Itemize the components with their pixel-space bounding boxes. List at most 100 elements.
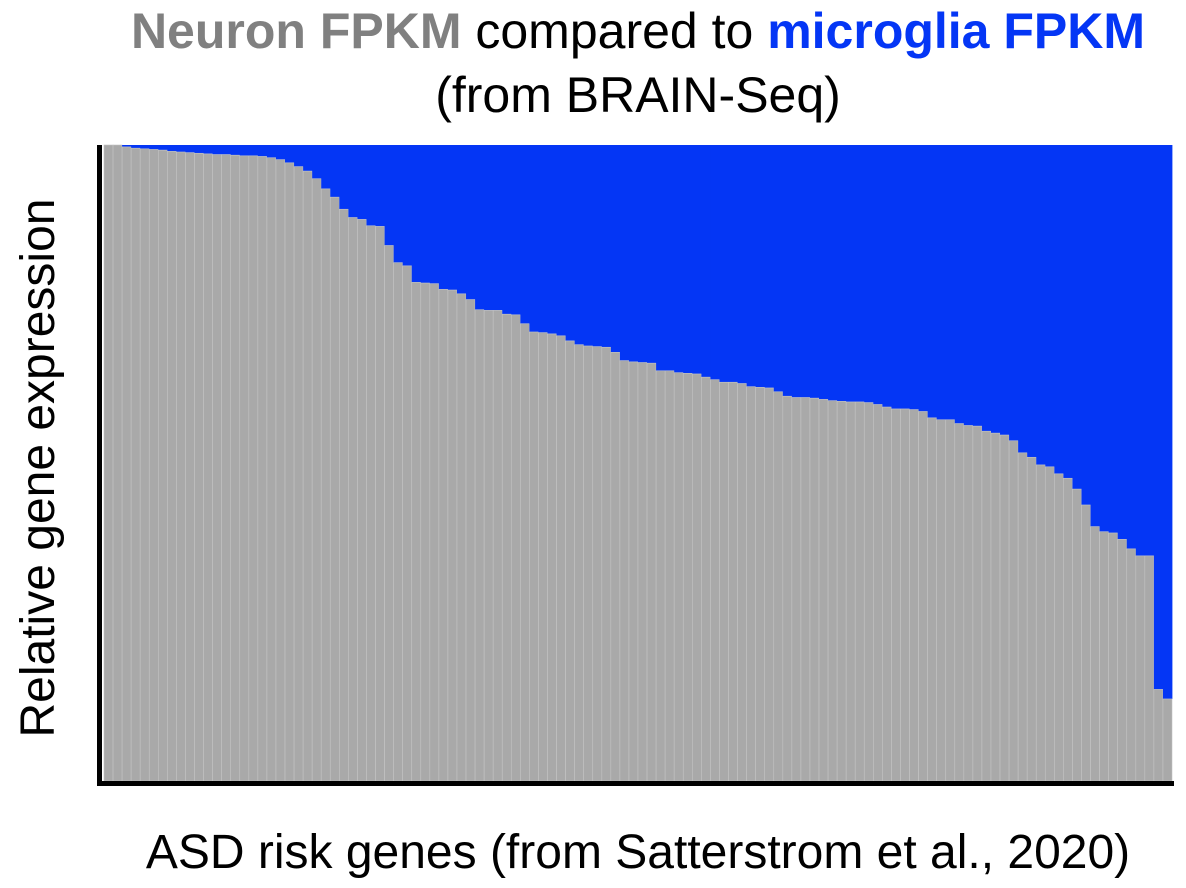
bar-microglia-35 <box>420 145 431 284</box>
bar-neuron-52 <box>574 344 584 782</box>
bar-microglia-46 <box>520 145 530 324</box>
bar-microglia-20 <box>285 145 295 163</box>
bar-microglia-71 <box>746 145 757 387</box>
bar-microglia-102 <box>1027 145 1037 458</box>
bar-microglia-14 <box>230 145 241 156</box>
bar-microglia-110 <box>1099 145 1110 532</box>
bar-microglia-84 <box>864 145 874 403</box>
bar-neuron-42 <box>483 310 494 782</box>
bar-neuron-17 <box>257 156 268 782</box>
bar-neuron-60 <box>646 362 657 782</box>
bar-neuron-107 <box>1072 488 1082 782</box>
bar-microglia-112 <box>1117 145 1128 540</box>
bar-neuron-105 <box>1054 473 1064 782</box>
bar-microglia-66 <box>701 145 711 378</box>
bar-microglia-83 <box>855 145 865 402</box>
bar-neuron-35 <box>420 282 431 782</box>
bar-microglia-17 <box>257 145 268 157</box>
bar-neuron-32 <box>393 262 403 782</box>
bar-microglia-28 <box>357 145 367 220</box>
bar-neuron-13 <box>221 154 232 782</box>
bar-microglia-23 <box>312 145 322 179</box>
bar-neuron-86 <box>882 406 892 782</box>
bar-neuron-44 <box>501 313 512 782</box>
bar-microglia-42 <box>484 145 494 311</box>
bar-neuron-59 <box>637 362 648 782</box>
bar-neuron-104 <box>1044 466 1055 782</box>
bar-microglia-81 <box>837 145 847 402</box>
bar-neuron-19 <box>275 159 286 782</box>
bar-microglia-53 <box>583 145 594 346</box>
bar-neuron-76 <box>791 397 802 782</box>
bar-neuron-2 <box>121 146 132 782</box>
bar-neuron-67 <box>710 379 720 782</box>
bar-microglia-38 <box>447 145 458 291</box>
bar-neuron-70 <box>737 383 747 782</box>
bar-microglia-100 <box>1009 145 1019 441</box>
bar-microglia-12 <box>212 145 223 155</box>
bar-microglia-50 <box>556 145 566 336</box>
bar-neuron-91 <box>927 417 937 782</box>
bar-neuron-24 <box>320 188 331 782</box>
bar-microglia-55 <box>601 145 612 348</box>
bar-microglia-51 <box>565 145 576 341</box>
bar-neuron-22 <box>302 170 313 782</box>
bar-microglia-32 <box>393 145 404 263</box>
bar-microglia-15 <box>239 145 250 156</box>
bar-neuron-27 <box>348 217 358 782</box>
bar-neuron-50 <box>556 335 566 782</box>
bar-microglia-64 <box>683 145 693 374</box>
bar-neuron-97 <box>981 430 992 782</box>
bar-microglia-92 <box>936 145 947 420</box>
bar-microglia-16 <box>248 145 259 156</box>
y-axis-label: Relative gene expression <box>12 199 65 738</box>
bar-microglia-95 <box>963 145 974 426</box>
bar-neuron-56 <box>610 352 621 782</box>
bar-microglia-91 <box>927 145 938 418</box>
bar-microglia-3 <box>131 145 141 149</box>
bar-microglia-93 <box>945 145 956 420</box>
bar-neuron-45 <box>510 314 521 782</box>
bar-microglia-47 <box>529 145 539 332</box>
bar-neuron-5 <box>148 149 159 782</box>
bar-microglia-98 <box>990 145 1001 434</box>
bar-microglia-76 <box>791 145 802 398</box>
bar-neuron-78 <box>809 397 820 782</box>
bar-neuron-111 <box>1108 532 1118 782</box>
bar-microglia-65 <box>692 145 702 374</box>
bar-microglia-24 <box>321 145 331 189</box>
bar-neuron-96 <box>972 425 983 782</box>
bar-neuron-99 <box>999 434 1010 782</box>
bar-microglia-54 <box>592 145 603 347</box>
bar-microglia-41 <box>475 145 485 310</box>
bar-neuron-8 <box>176 151 186 782</box>
bar-microglia-106 <box>1063 145 1073 479</box>
bar-neuron-7 <box>167 151 177 782</box>
bar-neuron-112 <box>1117 539 1128 782</box>
bar-microglia-57 <box>619 145 630 361</box>
bar-neuron-3 <box>130 147 141 782</box>
bar-neuron-87 <box>891 408 901 782</box>
bar-microglia-21 <box>294 145 304 167</box>
bar-neuron-117 <box>1162 698 1173 782</box>
bar-neuron-89 <box>909 409 919 782</box>
bar-microglia-48 <box>538 145 548 333</box>
bar-microglia-52 <box>574 145 585 345</box>
bar-neuron-103 <box>1035 464 1046 782</box>
bar-neuron-6 <box>158 149 168 782</box>
bar-microglia-85 <box>873 145 883 405</box>
bar-microglia-90 <box>918 145 929 412</box>
bar-neuron-101 <box>1017 452 1028 782</box>
bar-microglia-59 <box>638 145 648 363</box>
bar-microglia-9 <box>185 145 195 153</box>
bar-neuron-114 <box>1135 555 1146 782</box>
bar-microglia-11 <box>203 145 214 154</box>
bar-neuron-10 <box>194 152 204 782</box>
bar-microglia-37 <box>438 145 449 290</box>
bar-microglia-29 <box>366 145 376 226</box>
bar-neuron-82 <box>845 401 856 782</box>
bar-neuron-0 <box>103 144 114 782</box>
bar-microglia-77 <box>800 145 811 398</box>
bar-neuron-28 <box>357 219 367 782</box>
bar-microglia-69 <box>728 145 738 383</box>
